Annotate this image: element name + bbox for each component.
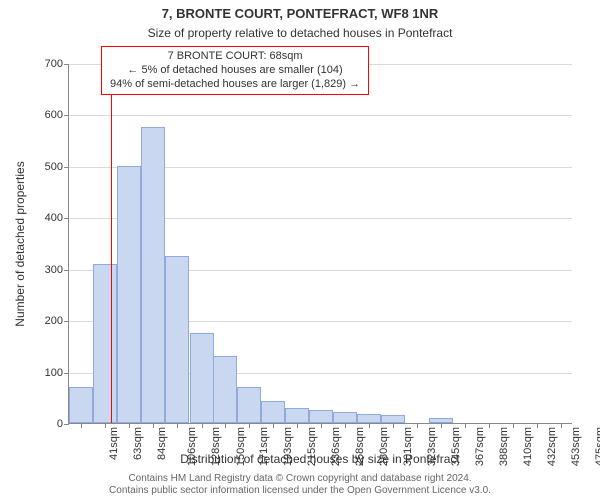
histogram-bar — [285, 408, 309, 423]
ytick-mark — [64, 64, 69, 65]
xtick-mark — [81, 423, 82, 428]
annotation-box: 7 BRONTE COURT: 68sqm← 5% of detached ho… — [101, 46, 369, 95]
histogram-bar — [333, 412, 357, 423]
y-axis-label-wrap: Number of detached properties — [12, 64, 28, 424]
ytick-label: 300 — [45, 264, 63, 276]
xtick-mark — [129, 423, 130, 428]
footer-line: Contains public sector information licen… — [0, 485, 600, 497]
xtick-mark — [393, 423, 394, 428]
xtick-mark — [465, 423, 466, 428]
xtick-mark — [105, 423, 106, 428]
xtick-mark — [153, 423, 154, 428]
chart-title: 7, BRONTE COURT, PONTEFRACT, WF8 1NR — [0, 6, 600, 21]
ytick-label: 400 — [45, 212, 63, 224]
y-axis-label: Number of detached properties — [13, 161, 27, 326]
xtick-mark — [225, 423, 226, 428]
histogram-bar — [357, 414, 381, 423]
xtick-mark — [513, 423, 514, 428]
xtick-label: 475sqm — [594, 427, 600, 466]
ytick-mark — [64, 115, 69, 116]
xtick-mark — [561, 423, 562, 428]
ytick-mark — [64, 373, 69, 374]
ytick-label: 700 — [45, 58, 63, 70]
xtick-mark — [202, 423, 203, 428]
xtick-mark — [249, 423, 250, 428]
histogram-bar — [190, 333, 214, 423]
histogram-bar — [237, 387, 261, 423]
xtick-mark — [441, 423, 442, 428]
ytick-mark — [64, 270, 69, 271]
ytick-label: 200 — [45, 315, 63, 327]
chart-subtitle: Size of property relative to detached ho… — [0, 26, 600, 40]
histogram-bar — [141, 127, 165, 423]
histogram-bar — [117, 166, 141, 423]
xtick-mark — [321, 423, 322, 428]
histogram-bar — [165, 256, 189, 423]
histogram-bar — [69, 387, 93, 423]
ytick-label: 500 — [45, 161, 63, 173]
xtick-mark — [417, 423, 418, 428]
gridline-h — [69, 115, 572, 116]
plot-area: 010020030040050060070041sqm63sqm84sqm106… — [68, 64, 572, 424]
ytick-label: 0 — [57, 418, 63, 430]
ytick-label: 100 — [45, 367, 63, 379]
annotation-line: 94% of semi-detached houses are larger (… — [110, 78, 360, 92]
ytick-mark — [64, 424, 69, 425]
xtick-mark — [177, 423, 178, 428]
histogram-bar — [309, 410, 333, 423]
annotation-line: 7 BRONTE COURT: 68sqm — [110, 50, 360, 64]
xtick-mark — [537, 423, 538, 428]
ytick-label: 600 — [45, 109, 63, 121]
xtick-mark — [297, 423, 298, 428]
xtick-mark — [273, 423, 274, 428]
property-marker-line — [111, 64, 112, 423]
footer-attribution: Contains HM Land Registry data © Crown c… — [0, 473, 600, 496]
annotation-line: ← 5% of detached houses are smaller (104… — [110, 64, 360, 78]
histogram-bar — [93, 264, 117, 423]
xtick-mark — [369, 423, 370, 428]
ytick-mark — [64, 321, 69, 322]
xtick-mark — [345, 423, 346, 428]
ytick-mark — [64, 218, 69, 219]
histogram-bar — [261, 401, 285, 423]
xtick-mark — [489, 423, 490, 428]
footer-line: Contains HM Land Registry data © Crown c… — [0, 473, 600, 485]
x-axis-label: Distribution of detached houses by size … — [68, 452, 572, 466]
histogram-bar — [213, 356, 237, 423]
histogram-bar — [381, 415, 405, 423]
ytick-mark — [64, 167, 69, 168]
